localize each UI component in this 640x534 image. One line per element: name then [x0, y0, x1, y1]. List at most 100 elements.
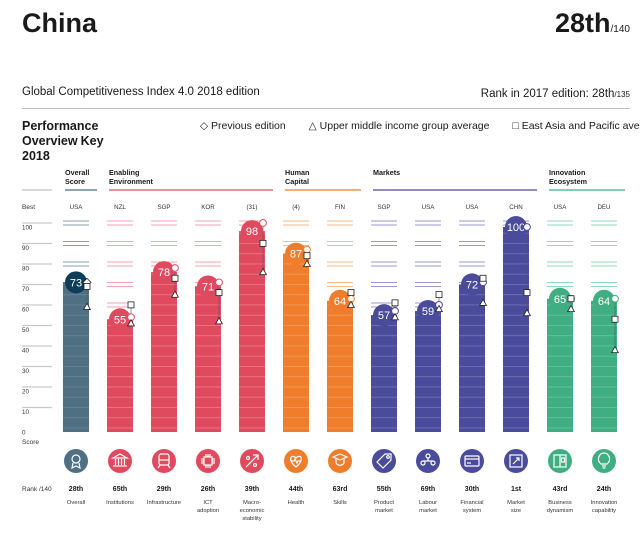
score-bubble — [65, 271, 87, 294]
institution-icon — [110, 453, 130, 467]
score-bar — [151, 272, 177, 432]
score-axis-label: Score — [22, 439, 39, 446]
score-bubble — [549, 287, 571, 310]
pillar-name: Health — [288, 500, 305, 506]
score-bubble — [461, 273, 483, 296]
pillar-name: Innovation — [591, 500, 618, 506]
score-bubble — [197, 275, 219, 298]
overall-rank: 28th/140 — [555, 8, 630, 39]
previous-rank-label: Rank in 2017 edition: 28th — [480, 88, 615, 100]
score-value-label: 98 — [246, 226, 258, 238]
pillar-rank: 1st — [511, 486, 522, 493]
best-performer-label: SGP — [377, 204, 390, 211]
upper-middle-income-marker — [566, 304, 576, 312]
legend-previous-edition-label: Previous edition — [211, 120, 286, 132]
score-bar — [195, 286, 221, 432]
pillar-name: Institutions — [106, 500, 134, 506]
pillar-rank: 69th — [421, 486, 435, 493]
best-performer-label: (31) — [246, 204, 257, 211]
score-value-label: 73 — [70, 277, 82, 289]
pillar-icon-badge — [64, 449, 88, 473]
group-label-line2: Environment — [109, 177, 154, 186]
upper-middle-income-marker — [390, 312, 400, 321]
pillar-name: Business — [548, 500, 572, 506]
upper-middle-income-marker — [478, 298, 488, 306]
key-label: Key — [80, 134, 104, 148]
y-tick-label: 20 — [22, 389, 29, 396]
score-value-label: 87 — [290, 249, 302, 261]
best-performer-label: USA — [554, 204, 568, 211]
medal-icon — [71, 454, 81, 470]
pillar-icon-badge — [196, 449, 220, 473]
pillar-name: Financial — [460, 500, 483, 506]
score-bubble — [109, 308, 131, 331]
y-tick-label: 0 — [22, 430, 26, 437]
labour-market-icon — [420, 453, 436, 466]
upper-middle-income-marker — [610, 345, 620, 353]
group-label-line1: Innovation — [549, 168, 585, 177]
y-tick-label: 10 — [22, 409, 29, 416]
best-performer-label: CHN — [509, 204, 522, 211]
best-performer-label: KOR — [201, 204, 215, 211]
group-label-line1: Human — [285, 168, 309, 177]
pillar-name: Overall — [67, 500, 85, 506]
pillar-name: capability — [592, 508, 616, 514]
score-bar — [415, 311, 441, 432]
pillar-name: market — [419, 508, 437, 514]
pillar-name: Skills — [333, 500, 347, 506]
pillar-rank: 65th — [113, 486, 127, 493]
east-asia-pacific-marker — [523, 289, 531, 297]
business-dynamism-icon — [553, 454, 567, 468]
score-bar — [239, 231, 265, 432]
pillar-icon-badge — [152, 449, 176, 473]
y-tick-label: 90 — [22, 245, 29, 252]
score-bubble — [329, 289, 351, 312]
best-performer-label: DEU — [597, 204, 610, 211]
previous-edition-marker — [215, 278, 223, 287]
pillar-rank: 43rd — [553, 486, 568, 493]
legend-east-asia-pacific: □ East Asia and Pacific average — [512, 120, 640, 132]
y-tick-label: 70 — [22, 286, 29, 293]
macro-stability-icon — [245, 454, 259, 468]
score-bar — [503, 227, 529, 432]
group-label-line1: Overall — [65, 168, 89, 177]
pillar-rank: 63rd — [333, 486, 348, 493]
edition-label: Global Competitiveness Index 4.0 2018 ed… — [22, 86, 260, 98]
pillar-name: Product — [374, 500, 394, 506]
east-asia-pacific-marker — [259, 239, 267, 247]
performance-overview-year: 2018 — [22, 149, 50, 163]
overall-rank-value: 28th — [555, 8, 611, 38]
pillar-name: adoption — [197, 508, 219, 514]
upper-middle-income-marker — [214, 316, 224, 325]
score-bar — [283, 253, 309, 432]
legend-previous-edition: ◇ Previous edition — [200, 120, 286, 132]
innovation-lightbulb-icon — [597, 452, 611, 469]
east-asia-pacific-marker — [347, 289, 355, 297]
best-performer-label: FIN — [335, 204, 345, 211]
east-asia-pacific-marker — [215, 289, 223, 297]
ict-chip-icon — [201, 454, 215, 468]
pillar-rank: 30th — [465, 486, 479, 493]
pillar-name: size — [511, 508, 521, 514]
east-asia-pacific-marker — [479, 274, 487, 282]
pillar-icon-badge — [592, 449, 616, 473]
east-asia-pacific-marker — [391, 299, 399, 307]
score-value-label: 57 — [378, 310, 390, 322]
east-asia-pacific-marker — [303, 252, 311, 260]
east-asia-pacific-marker — [567, 295, 575, 303]
group-label-line2: Score — [65, 177, 85, 186]
pillar-rank: 39th — [245, 486, 259, 493]
health-icon — [290, 455, 302, 468]
east-asia-pacific-marker — [611, 315, 619, 323]
score-value-label: 72 — [466, 279, 478, 291]
best-performer-label: SGP — [157, 204, 170, 211]
overall-rank-total: /140 — [610, 24, 630, 35]
pillar-icon-badge — [460, 449, 484, 473]
pillar-name: Infrastructure — [147, 500, 181, 506]
score-value-label: 100 — [507, 222, 525, 234]
previous-rank: Rank in 2017 edition: 28th/135 — [481, 88, 630, 100]
score-value-label: 59 — [422, 306, 434, 318]
pillar-name: ICT — [203, 500, 213, 506]
pillar-icon-badge — [372, 449, 396, 473]
